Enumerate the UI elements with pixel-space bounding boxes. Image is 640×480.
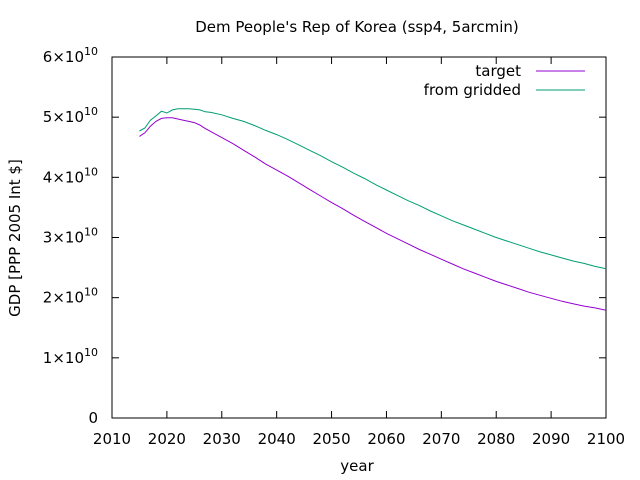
x-axis: 2010 2020 2030 2040 2050 2060 2070 2080 2090 2100 (93, 57, 625, 448)
series-line-0 (139, 117, 607, 311)
chart-title: Dem People's Rep of Korea (ssp4, 5arcmin… (195, 18, 519, 36)
x-tick-label: 2040 (258, 430, 296, 448)
y-tick-label: 0 (88, 409, 98, 427)
x-tick-label: 2030 (203, 430, 241, 448)
y-tick-label: 2×1010 (43, 286, 98, 307)
x-tick-label: 2080 (477, 430, 515, 448)
x-tick-label: 2010 (93, 430, 131, 448)
plot-frame (111, 56, 607, 419)
x-tick-label: 2090 (532, 430, 570, 448)
x-tick-label: 2100 (587, 430, 625, 448)
series-line-1 (139, 108, 607, 270)
series-layer (139, 108, 607, 311)
x-tick-label: 2060 (367, 430, 405, 448)
legend-label: target (475, 62, 521, 80)
x-tick-label: 2050 (312, 430, 350, 448)
legend-label: from gridded (424, 81, 521, 99)
y-axis: 0 1×1010 2×1010 3×1010 4×1010 5×1010 6×1010 (43, 45, 606, 427)
y-tick-label: 6×1010 (43, 45, 98, 66)
y-tick-label: 5×1010 (43, 105, 98, 126)
y-tick-label: 3×1010 (43, 226, 98, 247)
x-tick-label: 2020 (148, 430, 186, 448)
x-axis-label: year (340, 457, 374, 475)
x-tick-label: 2070 (422, 430, 460, 448)
y-axis-label: GDP [PPP 2005 Int $] (6, 159, 24, 317)
y-tick-label: 1×1010 (43, 346, 98, 367)
y-tick-label: 4×1010 (43, 165, 98, 186)
